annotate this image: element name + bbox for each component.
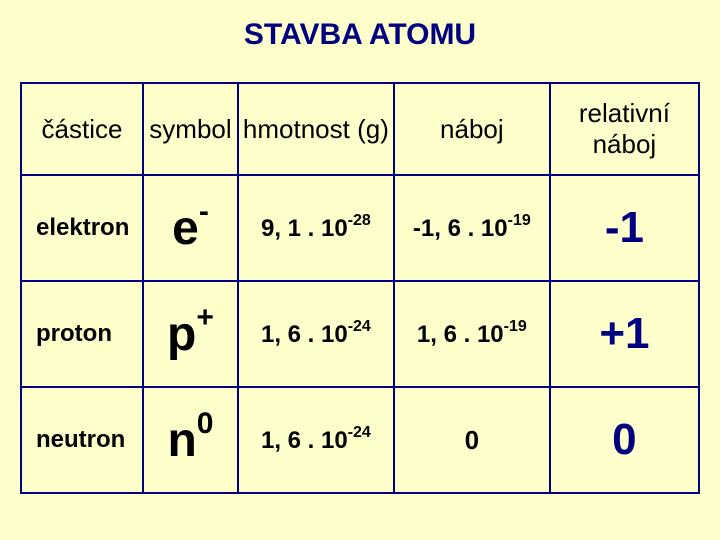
symbol-sup: -: [199, 195, 209, 228]
particle-name: elektron: [21, 175, 143, 281]
atom-table-container: částice symbol hmotnost (g) náboj relati…: [20, 82, 700, 494]
particle-charge: 0: [394, 387, 550, 493]
header-particle: částice: [21, 83, 143, 175]
symbol-sup: +: [196, 301, 214, 334]
header-symbol: symbol: [143, 83, 238, 175]
mass-coef: 9, 1 . 10: [261, 215, 348, 242]
charge-coef: 1, 6 . 10: [417, 321, 504, 348]
mass-coef: 1, 6 . 10: [261, 427, 348, 454]
mass-exp: -24: [348, 424, 371, 441]
particle-name: proton: [21, 281, 143, 387]
symbol-base: e: [172, 202, 199, 255]
header-charge: náboj: [394, 83, 550, 175]
particle-mass: 1, 6 . 10-24: [238, 281, 394, 387]
header-rel: relativní náboj: [550, 83, 699, 175]
table-row: neutron n0 1, 6 . 10-24 0 0: [21, 387, 699, 493]
symbol-sup: 0: [197, 407, 214, 440]
table-row: proton p+ 1, 6 . 10-24 1, 6 . 10-19 +1: [21, 281, 699, 387]
particle-symbol: n0: [143, 387, 238, 493]
mass-coef: 1, 6 . 10: [261, 321, 348, 348]
header-mass: hmotnost (g): [238, 83, 394, 175]
particle-charge: 1, 6 . 10-19: [394, 281, 550, 387]
charge-exp: -19: [508, 212, 531, 229]
charge-coef: 0: [465, 425, 479, 455]
particle-mass: 9, 1 . 10-28: [238, 175, 394, 281]
table-row: elektron e- 9, 1 . 10-28 -1, 6 . 10-19 -…: [21, 175, 699, 281]
particle-rel: 0: [550, 387, 699, 493]
charge-coef: -1, 6 . 10: [413, 215, 508, 242]
symbol-base: n: [167, 414, 196, 467]
charge-exp: -19: [504, 318, 527, 335]
particle-mass: 1, 6 . 10-24: [238, 387, 394, 493]
atom-table: částice symbol hmotnost (g) náboj relati…: [20, 82, 700, 494]
particle-rel: +1: [550, 281, 699, 387]
page-title: STAVBA ATOMU: [0, 0, 720, 82]
particle-charge: -1, 6 . 10-19: [394, 175, 550, 281]
particle-symbol: p+: [143, 281, 238, 387]
symbol-base: p: [167, 308, 196, 361]
particle-name: neutron: [21, 387, 143, 493]
particle-rel: -1: [550, 175, 699, 281]
mass-exp: -28: [348, 212, 371, 229]
mass-exp: -24: [348, 318, 371, 335]
header-row: částice symbol hmotnost (g) náboj relati…: [21, 83, 699, 175]
particle-symbol: e-: [143, 175, 238, 281]
